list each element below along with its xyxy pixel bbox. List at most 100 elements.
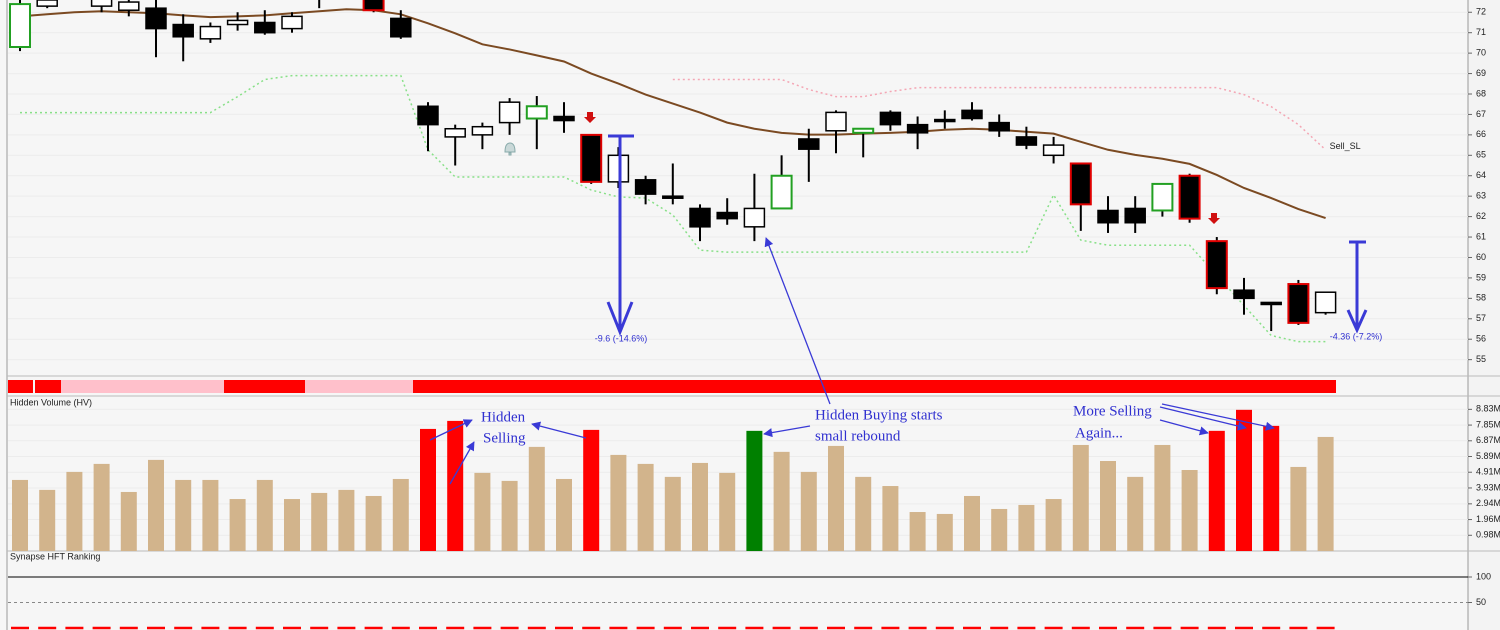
strip-segment <box>61 380 224 393</box>
volume-bar <box>365 495 382 551</box>
strip-segment <box>305 380 413 393</box>
candle-body <box>1069 162 1092 206</box>
candle-body <box>145 7 167 30</box>
candle-body <box>525 105 548 120</box>
signal-strip <box>8 380 1336 393</box>
annotation: small rebound <box>815 428 901 444</box>
volume-bar <box>692 462 708 551</box>
y-tick-label: 2.94M <box>1476 498 1500 508</box>
volume-bar <box>556 478 572 551</box>
candle-body <box>1178 174 1201 220</box>
volume-bar <box>909 512 926 551</box>
volume-bar <box>1045 499 1062 551</box>
y-tick-label: 58 <box>1476 293 1486 303</box>
candle-body <box>961 109 983 120</box>
strip-segment <box>8 380 33 393</box>
candle-body <box>988 121 1010 132</box>
volume-bar <box>1208 430 1225 551</box>
change-label: -4.36 (-7.2%) <box>1330 331 1383 341</box>
candle-body <box>852 127 875 134</box>
candle-body <box>662 195 684 199</box>
candle-body <box>1314 291 1337 314</box>
candle-body <box>1015 136 1038 146</box>
overlay-label: Sell_SL <box>1330 141 1361 151</box>
volume-bar <box>828 445 844 551</box>
overlay-line <box>20 74 1326 343</box>
y-tick-label: 7.85M <box>1476 419 1500 429</box>
candle-body <box>1205 240 1228 290</box>
annotation: More Selling <box>1073 403 1152 419</box>
annotation: Hidden <box>481 409 526 425</box>
candle-body <box>689 207 711 228</box>
candle-body <box>1260 301 1282 306</box>
volume-bar <box>800 471 817 551</box>
volume-bar <box>175 479 192 551</box>
volume-bar <box>311 492 328 551</box>
volume-bar <box>148 459 164 551</box>
volume-bar <box>1100 461 1116 551</box>
strip-segment <box>224 380 305 393</box>
panel <box>8 576 1468 630</box>
y-tick-label: 57 <box>1476 313 1486 323</box>
annotation-arrow <box>1159 419 1209 436</box>
candle-body <box>281 15 303 30</box>
volume-bar <box>501 480 518 551</box>
candle-body <box>36 0 58 7</box>
price-arrows <box>606 134 1368 337</box>
volume-bar <box>202 479 219 551</box>
candle-body <box>444 127 466 138</box>
volume-bar <box>583 429 600 551</box>
y-tick-label: 56 <box>1476 334 1486 344</box>
candle-body <box>607 154 630 183</box>
volume-bar <box>256 479 273 551</box>
candle-body <box>553 115 575 122</box>
y-tick-label: 6.87M <box>1476 435 1500 445</box>
strip-segment <box>35 380 61 393</box>
volume-bar <box>284 499 300 551</box>
y-tick-label: 59 <box>1476 272 1486 282</box>
annotation: Hidden Buying starts <box>815 407 943 423</box>
y-tick-label: 68 <box>1476 88 1486 98</box>
volume-bar <box>1181 469 1198 551</box>
volume-bar <box>93 463 110 551</box>
y-tick-label: 4.91M <box>1476 467 1500 477</box>
volume-bar <box>1154 444 1171 551</box>
y-tick-label: 0.98M <box>1476 530 1500 540</box>
y-tick-label: 100 <box>1476 571 1491 581</box>
y-tick-label: 55 <box>1476 354 1486 364</box>
volume-bar <box>474 472 491 551</box>
candle-body <box>716 211 738 220</box>
annotation-arrow <box>764 237 831 405</box>
y-tick-label: 66 <box>1476 129 1486 139</box>
alert-icon <box>504 142 516 156</box>
volume-bar <box>229 499 246 551</box>
candle-body <box>879 111 902 126</box>
candle-body <box>1124 207 1146 224</box>
candle-body <box>254 21 276 34</box>
candle-body <box>390 17 412 38</box>
strip-segment <box>413 380 1336 393</box>
y-tick-label: 65 <box>1476 150 1486 160</box>
volume-bar <box>392 478 409 551</box>
volume-bar <box>1127 476 1144 551</box>
volume-bar <box>12 479 28 551</box>
candle-body <box>798 138 820 150</box>
axis-area <box>1468 0 1500 630</box>
volume-bar <box>338 489 355 551</box>
volume-bar <box>773 451 790 551</box>
y-tick-label: 67 <box>1476 109 1486 119</box>
volume-bar <box>120 491 137 551</box>
volume-bar <box>610 454 627 551</box>
panel <box>8 408 1468 551</box>
candle-body <box>172 23 194 38</box>
candle-body <box>226 19 249 26</box>
annotation-arrow <box>429 419 473 441</box>
volume-bar <box>39 489 56 551</box>
annotation-arrow <box>449 441 475 485</box>
candle-body <box>1042 144 1065 157</box>
y-tick-label: 63 <box>1476 191 1486 201</box>
volume-bar <box>1072 444 1089 551</box>
volume-bar <box>991 508 1008 551</box>
annotation-arrow <box>1159 406 1247 431</box>
annotation: Selling <box>483 430 526 446</box>
